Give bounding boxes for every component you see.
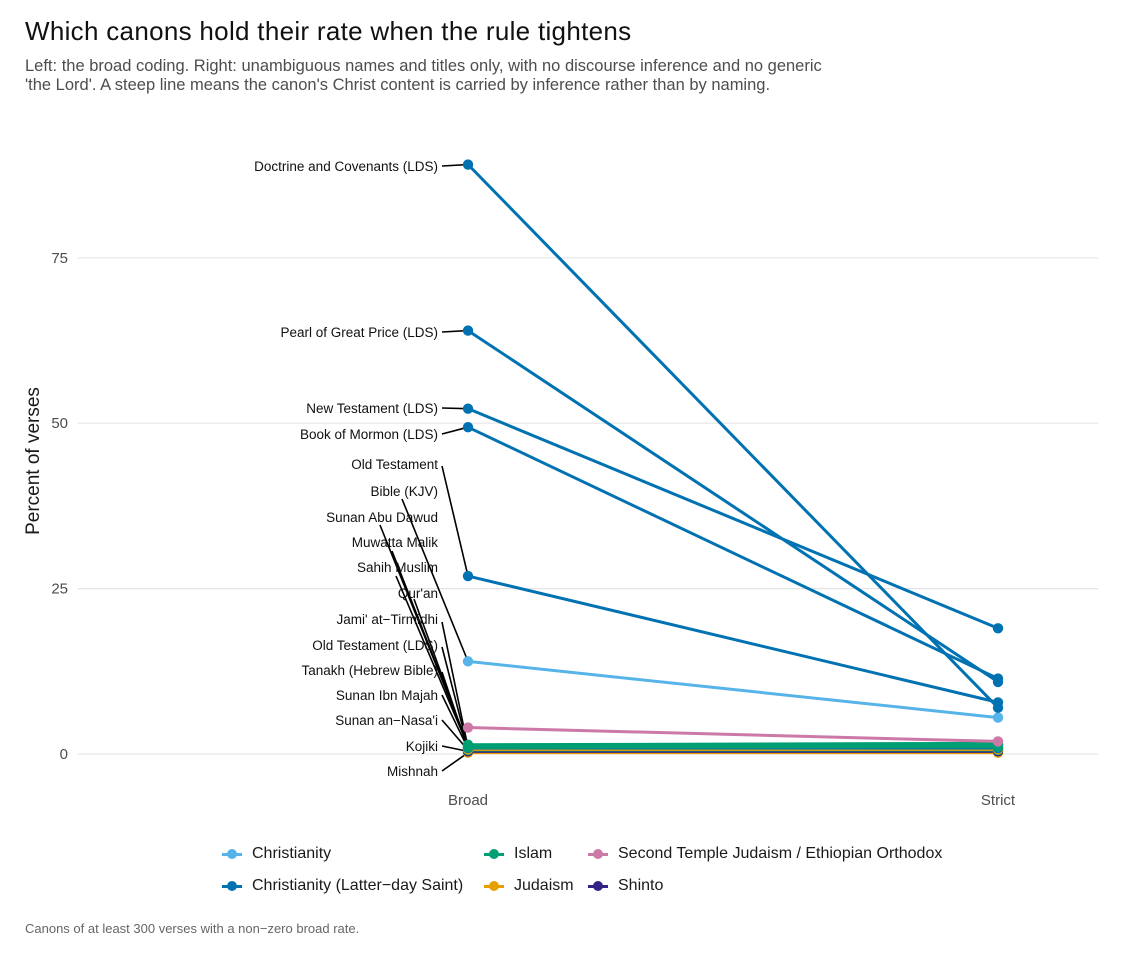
legend-label-judaism: Judaism: [514, 877, 574, 894]
chart-title: Which canons hold their rate when the ru…: [25, 16, 632, 46]
series-label-doctrine-and-covenants-lds: Doctrine and Covenants (LDS): [254, 159, 438, 174]
y-tick-label: 75: [51, 250, 68, 267]
point-strict-pearl-of-great-price-lds: [992, 676, 1004, 688]
series-lines: [466, 163, 1000, 755]
leader-sunan-abu-dawud: [379, 524, 469, 746]
legend-item-christianity: Christianity: [222, 838, 463, 870]
label-leaders: [379, 163, 469, 772]
series-line-pearl-of-great-price-lds: [466, 329, 1000, 684]
series-label-sunan-abu-dawud: Sunan Abu Dawud: [326, 510, 438, 525]
y-axis-label: Percent of verses: [23, 387, 44, 535]
chart-subtitle: Left: the broad coding. Right: unambiguo…: [25, 57, 822, 94]
y-tick-label: 50: [51, 415, 68, 432]
leader-old-testament-lds: [441, 646, 469, 749]
legend-item-christianity-lds: Christianity (Latter−day Saint): [222, 870, 463, 902]
series-label-book-of-mormon-lds: Book of Mormon (LDS): [300, 427, 438, 442]
series-label-pearl-of-great-price-lds: Pearl of Great Price (LDS): [280, 325, 438, 340]
point-strict-1-enoch: [992, 736, 1004, 747]
series-label-new-testament-lds: New Testament (LDS): [306, 401, 438, 416]
point-broad-book-of-mormon-lds: [462, 421, 474, 433]
legend-swatch-christianity: [222, 847, 242, 861]
legend-item-second-temple: Second Temple Judaism / Ethiopian Orthod…: [588, 838, 942, 870]
legend-swatch-islam: [484, 847, 504, 861]
series-label-mishnah: Mishnah: [387, 764, 438, 779]
series-label-old-testament: Old Testament: [351, 457, 438, 472]
series-label-sunan-ibn-majah: Sunan Ibn Majah: [336, 688, 438, 703]
series-labels: Mishnah Kojiki Sunan an−Nasa'i Sunan Ibn Ma…: [254, 159, 438, 779]
point-broad-1-enoch: [462, 722, 474, 733]
legend-label-christianity: Christianity: [252, 845, 332, 862]
point-strict-bible-kjv: [992, 712, 1004, 723]
chart-caption: Canons of at least 300 verses with a non…: [25, 921, 360, 936]
series-line-new-testament-lds: [466, 407, 1000, 630]
legend-item-shinto: Shinto: [588, 870, 942, 902]
series-label-bible-kjv: Bible (KJV): [370, 484, 438, 499]
legend-swatch-christianity-lds: [222, 879, 242, 893]
legend-item-islam: Islam: [484, 838, 574, 870]
series-label-kojiki: Kojiki: [406, 739, 438, 754]
series-line-1-enoch: [466, 726, 1000, 743]
point-broad-bible-kjv: [462, 656, 474, 667]
series-line-doctrine-and-covenants-lds: [466, 163, 1000, 710]
leader-old-testament: [441, 465, 469, 577]
legend-label-christianity-lds: Christianity (Latter−day Saint): [252, 877, 464, 894]
leader-mishnah: [441, 752, 469, 772]
legend-swatch-judaism: [484, 879, 504, 893]
gridlines: [78, 257, 1098, 755]
series-label-sahih-muslim: Sahih Muslim: [357, 560, 438, 575]
point-broad-new-testament-lds: [462, 403, 474, 414]
series-label-qur-an: Qur'an: [398, 586, 438, 601]
x-tick-label-broad: Broad: [448, 792, 488, 809]
x-tick-label-strict: Strict: [981, 792, 1016, 809]
legend-item-judaism: Judaism: [484, 870, 574, 902]
series-line-bible-kjv: [466, 659, 1000, 720]
legend-label-shinto: Shinto: [618, 877, 664, 894]
leader-sunan-ibn-majah: [441, 694, 469, 750]
series-points: [462, 159, 1004, 758]
point-broad-sunan-abu-dawud: [462, 739, 474, 750]
point-broad-old-testament: [462, 570, 474, 582]
leader-bible-kjv: [401, 498, 469, 662]
y-tick-label: 0: [60, 746, 68, 763]
point-broad-pearl-of-great-price-lds: [462, 325, 474, 336]
series-line-old-testament: [466, 574, 1000, 704]
series-line-sunan-abu-dawud: [466, 741, 1000, 747]
y-tick-label: 25: [51, 581, 68, 598]
point-broad-doctrine-and-covenants-lds: [462, 159, 474, 170]
leader-sahih-muslim: [395, 575, 469, 747]
x-axis: Broad Strict: [448, 792, 1016, 809]
series-line-book-of-mormon-lds: [466, 425, 1000, 681]
series-label-sunan-an-nasa-i: Sunan an−Nasa'i: [335, 713, 438, 728]
legend-swatch-second-temple: [588, 847, 608, 861]
series-label-muwatta-malik: Muwatta Malik: [352, 535, 439, 550]
series-label-tanakh-hebrew-bible: Tanakh (Hebrew Bible): [301, 663, 438, 678]
point-strict-new-testament-lds: [992, 623, 1004, 634]
legend-label-second-temple: Second Temple Judaism / Ethiopian Orthod…: [618, 845, 943, 862]
legend-label-islam: Islam: [514, 845, 553, 862]
series-label-jami-at-tirmidhi: Jami' at−Tirmidhi: [337, 612, 438, 627]
point-strict-doctrine-and-covenants-lds: [992, 702, 1004, 713]
legend-swatch-shinto: [588, 879, 608, 893]
series-label-old-testament-lds: Old Testament (LDS): [312, 638, 438, 653]
y-axis: 0 25 50 75: [51, 250, 68, 763]
